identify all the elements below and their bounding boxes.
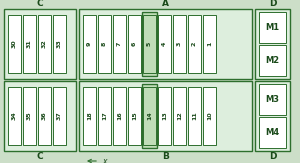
Text: D: D: [269, 152, 276, 161]
Bar: [173, 87, 186, 145]
Text: M3: M3: [266, 95, 280, 104]
Text: 33: 33: [57, 40, 62, 48]
Text: 11: 11: [192, 112, 197, 120]
Text: C: C: [37, 0, 43, 8]
Bar: [158, 15, 171, 73]
Bar: [8, 87, 21, 145]
Bar: [143, 87, 156, 145]
Text: 37: 37: [57, 112, 62, 120]
Text: 14: 14: [147, 112, 152, 120]
Text: 17: 17: [102, 112, 107, 120]
Bar: [4, 9, 76, 79]
Text: D: D: [269, 0, 276, 8]
Bar: [4, 81, 76, 151]
Bar: [23, 15, 36, 73]
Bar: [83, 15, 96, 73]
Text: 4: 4: [162, 42, 167, 46]
Bar: [143, 15, 156, 73]
Text: 2: 2: [192, 42, 197, 46]
Text: 15: 15: [132, 112, 137, 120]
Bar: [98, 15, 111, 73]
Bar: [158, 87, 171, 145]
Bar: [128, 15, 141, 73]
Bar: [203, 15, 216, 73]
Bar: [79, 81, 252, 151]
Bar: [255, 81, 290, 151]
Bar: [259, 12, 286, 43]
Bar: [23, 87, 36, 145]
Bar: [79, 9, 252, 79]
Text: C: C: [37, 152, 43, 161]
Text: 32: 32: [42, 40, 47, 48]
Text: 16: 16: [117, 112, 122, 120]
Bar: [98, 87, 111, 145]
Text: 36: 36: [42, 112, 47, 120]
Text: 35: 35: [27, 112, 32, 120]
Text: 6: 6: [132, 42, 137, 46]
Bar: [53, 15, 66, 73]
Text: M4: M4: [266, 128, 280, 137]
Bar: [83, 87, 96, 145]
Bar: [113, 87, 126, 145]
Bar: [38, 15, 51, 73]
Bar: [188, 87, 201, 145]
Text: 8: 8: [102, 42, 107, 46]
Bar: [142, 84, 157, 148]
Text: 13: 13: [162, 112, 167, 120]
Bar: [38, 87, 51, 145]
Bar: [173, 15, 186, 73]
Bar: [8, 15, 21, 73]
Bar: [53, 87, 66, 145]
Bar: [142, 12, 157, 76]
Text: x: x: [102, 156, 106, 163]
Text: 34: 34: [12, 112, 17, 120]
Text: M2: M2: [266, 56, 280, 65]
Text: A: A: [162, 0, 169, 8]
Text: M1: M1: [266, 23, 280, 32]
Text: 31: 31: [27, 40, 32, 48]
Text: B: B: [162, 152, 169, 161]
Bar: [255, 9, 290, 79]
Text: 9: 9: [87, 42, 92, 46]
Bar: [259, 84, 286, 115]
Text: 18: 18: [87, 112, 92, 120]
Bar: [259, 117, 286, 148]
Text: 3: 3: [177, 42, 182, 46]
Text: 12: 12: [177, 112, 182, 120]
Text: 10: 10: [207, 112, 212, 120]
Bar: [203, 87, 216, 145]
Bar: [259, 45, 286, 76]
Text: 5: 5: [147, 42, 152, 46]
Text: 30: 30: [12, 40, 17, 48]
Bar: [113, 15, 126, 73]
Bar: [188, 15, 201, 73]
Text: 1: 1: [207, 42, 212, 46]
Text: 7: 7: [117, 42, 122, 46]
Bar: [128, 87, 141, 145]
